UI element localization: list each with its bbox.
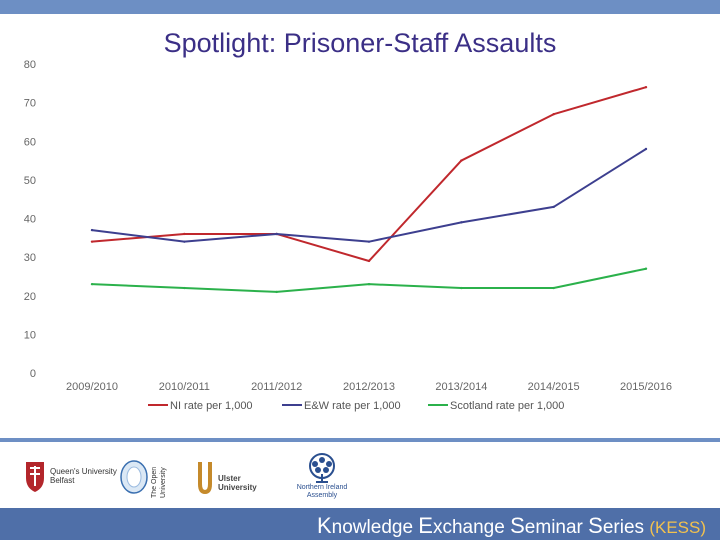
data-point bbox=[90, 240, 94, 243]
x-tick-label: 2011/2012 bbox=[251, 381, 302, 393]
data-point bbox=[275, 232, 278, 236]
kess-word-3: Seminar bbox=[510, 513, 589, 538]
data-point bbox=[644, 85, 648, 89]
legend-label: NI rate per 1,000 bbox=[170, 400, 253, 412]
y-tick-label: 10 bbox=[24, 329, 36, 341]
data-point bbox=[552, 205, 555, 209]
data-point bbox=[460, 221, 463, 224]
footer-divider bbox=[0, 438, 720, 442]
y-tick-label: 20 bbox=[24, 291, 36, 303]
logo-queens-line2: Belfast bbox=[50, 476, 75, 485]
data-point bbox=[367, 240, 371, 243]
y-tick-label: 40 bbox=[24, 214, 36, 226]
data-point bbox=[183, 286, 186, 290]
y-tick-label: 50 bbox=[24, 175, 36, 187]
y-tick-label: 60 bbox=[24, 136, 36, 148]
data-point bbox=[644, 267, 648, 270]
y-tick-label: 0 bbox=[30, 368, 36, 380]
y-tick-label: 30 bbox=[24, 252, 36, 264]
logo-ulster-line2: University bbox=[218, 483, 257, 492]
data-point bbox=[183, 232, 186, 236]
series-line-2 bbox=[91, 267, 647, 293]
logo-queens: Queen's University Belfast bbox=[24, 458, 117, 498]
data-point bbox=[183, 240, 186, 243]
data-point bbox=[90, 228, 94, 232]
series-line-0 bbox=[91, 86, 647, 262]
logo-ulster: Ulster University bbox=[196, 460, 276, 500]
x-tick-label: 2013/2014 bbox=[435, 381, 487, 393]
kess-suffix: (KESS) bbox=[649, 518, 706, 537]
data-point bbox=[275, 290, 278, 294]
data-point bbox=[552, 113, 555, 116]
logo-ni-line2: Assembly bbox=[306, 492, 338, 499]
legend-label: Scotland rate per 1,000 bbox=[450, 400, 564, 412]
flax-icon bbox=[309, 453, 335, 483]
data-point bbox=[460, 159, 463, 162]
top-bar bbox=[0, 0, 720, 14]
legend-label: E&W rate per 1,000 bbox=[304, 400, 401, 412]
data-point bbox=[552, 286, 555, 290]
kess-banner-text: Knowledge Exchange Seminar Series (KESS) bbox=[317, 513, 706, 539]
data-point bbox=[367, 259, 371, 263]
x-tick-label: 2009/2010 bbox=[66, 381, 118, 393]
x-tick-label: 2010/2011 bbox=[159, 381, 210, 393]
line-chart: 0 10 20 30 40 50 60 70 80 2009/2010 2010/2011 2011/… bbox=[24, 59, 672, 412]
logo-ni-line1: Northern Ireland bbox=[296, 484, 348, 491]
data-point bbox=[367, 282, 371, 286]
series-line-1 bbox=[91, 148, 647, 243]
x-tick-label: 2015/2016 bbox=[620, 381, 672, 393]
circle-icon bbox=[120, 460, 148, 494]
logo-open-line2: University bbox=[160, 467, 167, 498]
data-point bbox=[90, 282, 94, 286]
kess-word-2: Exchange bbox=[418, 513, 511, 538]
logo-ni-assembly: Northern Ireland Assembly bbox=[284, 452, 360, 504]
u-icon bbox=[198, 462, 212, 494]
x-tick-label: 2012/2013 bbox=[343, 381, 395, 393]
kess-word-1: Knowledge bbox=[316, 513, 419, 538]
logo-open-university: The Open University bbox=[120, 460, 180, 500]
bottom-banner: Knowledge Exchange Seminar Series (KESS) bbox=[0, 508, 720, 540]
kess-word-4: Series bbox=[588, 513, 650, 538]
y-tick-label: 80 bbox=[24, 59, 36, 71]
crest-icon bbox=[26, 462, 44, 492]
x-tick-label: 2014/2015 bbox=[528, 381, 580, 393]
logo-ulster-line1: Ulster bbox=[218, 474, 241, 483]
logo-open-line1: The Open bbox=[151, 466, 158, 498]
data-point bbox=[460, 286, 463, 290]
data-point bbox=[644, 147, 648, 151]
logo-queens-line1: Queen's University bbox=[50, 467, 117, 476]
y-tick-label: 70 bbox=[24, 98, 36, 110]
slide-title: Spotlight: Prisoner-Staff Assaults bbox=[163, 28, 557, 58]
